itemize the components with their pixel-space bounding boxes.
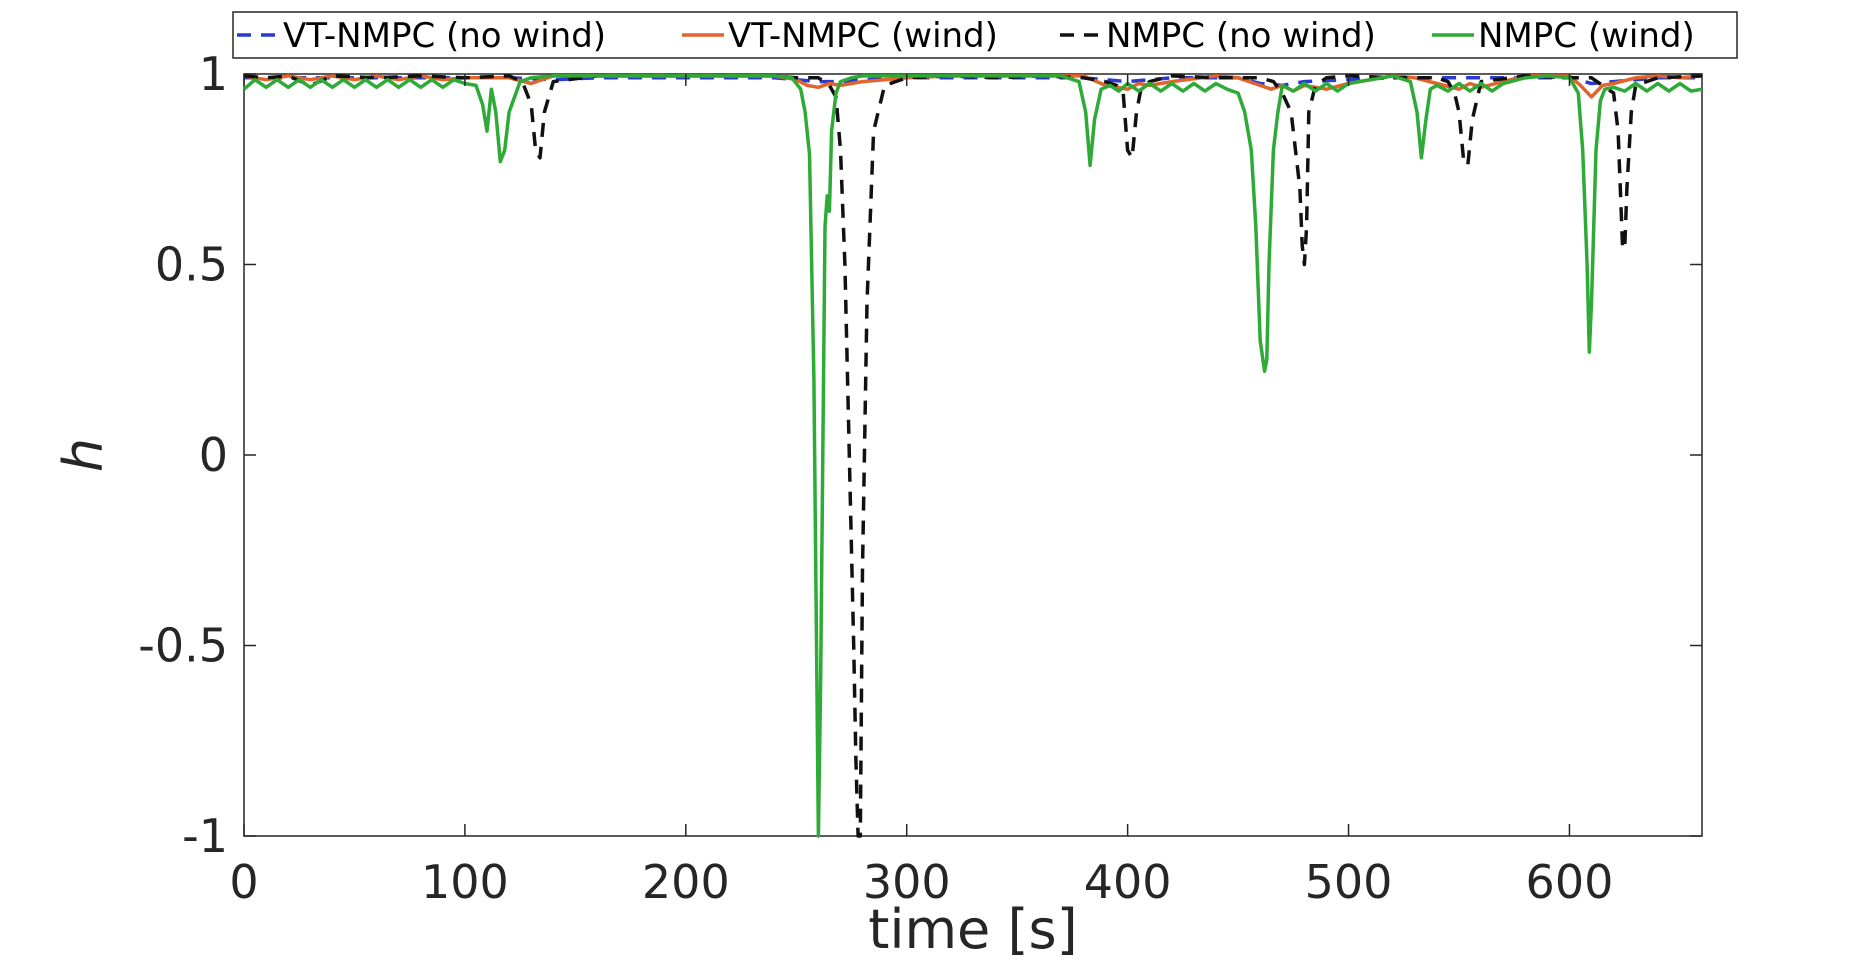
plot-area <box>243 73 1703 837</box>
y-tick-label: -1 <box>182 809 228 863</box>
y-axis-ticks: -1 -0.5 0 0.5 1 <box>138 47 1702 863</box>
x-axis-label: time [s] <box>868 898 1077 961</box>
legend: VT-NMPC (no wind) VT-NMPC (wind) NMPC (no … <box>232 11 1738 59</box>
y-tick-label: 0.5 <box>155 238 228 292</box>
x-tick-label: 200 <box>642 855 730 909</box>
legend-label: VT-NMPC (wind) <box>728 16 998 56</box>
x-tick-label: 100 <box>421 855 509 909</box>
series-line-3 <box>243 74 1703 838</box>
legend-label: VT-NMPC (no wind) <box>283 16 606 56</box>
x-tick-label: 500 <box>1305 855 1393 909</box>
x-tick-label: 600 <box>1526 855 1614 909</box>
y-tick-label: -0.5 <box>138 619 228 673</box>
x-axis-ticks: 0 100 200 300 400 500 600 <box>229 74 1613 909</box>
y-tick-label: 1 <box>199 47 228 101</box>
legend-label: NMPC (wind) <box>1478 16 1695 56</box>
y-axis-label: h <box>52 438 115 472</box>
x-tick-label: 300 <box>863 855 951 909</box>
legend-label: NMPC (no wind) <box>1106 16 1376 56</box>
series-line-4 <box>242 74 1703 838</box>
x-tick-label: 400 <box>1084 855 1172 909</box>
x-tick-label: 0 <box>229 855 258 909</box>
y-tick-label: 0 <box>199 428 228 482</box>
series-layer <box>242 74 1703 838</box>
legend-box <box>232 11 1738 59</box>
